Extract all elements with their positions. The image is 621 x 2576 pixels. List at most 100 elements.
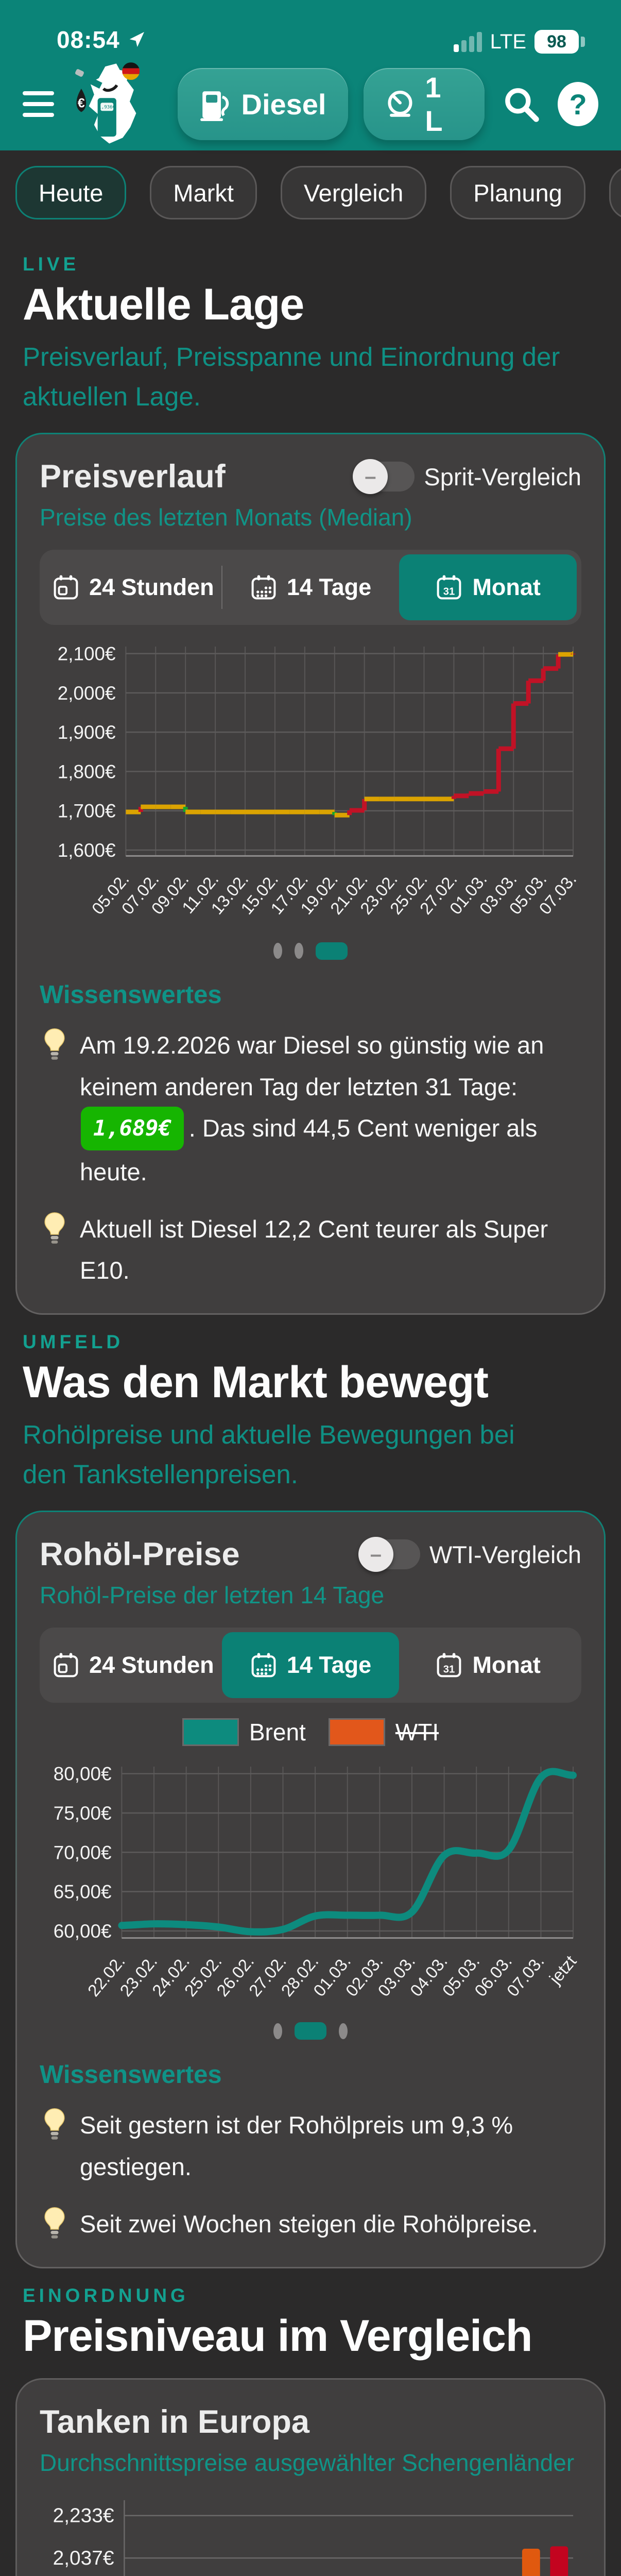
svg-text:1,900€: 1,900€ xyxy=(58,722,116,743)
search-button[interactable] xyxy=(500,81,543,127)
svg-text:1,600€: 1,600€ xyxy=(58,840,116,861)
card-title: Tanken in Europa xyxy=(40,2403,309,2440)
section-eyebrow: UMFELD xyxy=(23,1331,124,1353)
calendar-month-icon: 31 xyxy=(437,575,461,600)
app-header: 1,936€ € Diesel xyxy=(0,58,621,150)
section-umfeld-intro: UMFELD Was den Markt bewegt Rohölpreise … xyxy=(0,1320,621,1501)
fuel-pump-icon xyxy=(200,91,229,121)
card-title: Preisverlauf xyxy=(40,459,226,495)
legend-brent[interactable]: Brent xyxy=(182,1718,306,1747)
app-logo: 1,936€ € xyxy=(75,62,140,144)
segment-monat[interactable]: 31 Monat xyxy=(399,1632,577,1698)
section-live-intro: LIVE Aktuelle Lage Preisverlauf, Preissp… xyxy=(0,242,621,423)
location-arrow-icon xyxy=(129,32,144,47)
svg-text:2,037€: 2,037€ xyxy=(53,2547,114,2569)
menu-button[interactable] xyxy=(23,91,54,117)
svg-text:1,800€: 1,800€ xyxy=(58,761,116,782)
segment-24-stunden[interactable]: 24 Stunden xyxy=(44,1632,222,1698)
toggle-knob: – xyxy=(353,459,388,494)
page-dot[interactable] xyxy=(339,2023,348,2039)
section-eyebrow: EINORDNUNG xyxy=(23,2284,189,2306)
logo-german-flag xyxy=(122,62,140,80)
fact-item: Am 19.2.2026 war Diesel so günstig wie a… xyxy=(40,1025,581,1193)
page-dot[interactable] xyxy=(295,943,303,959)
svg-text:65,00€: 65,00€ xyxy=(54,1882,112,1903)
calendar-days-icon xyxy=(251,575,276,600)
section-title: Preisniveau im Vergleich xyxy=(23,2311,532,2361)
bulb-icon xyxy=(44,1212,65,1244)
segment-monat[interactable]: 31 Monat xyxy=(399,554,577,620)
svg-text:31: 31 xyxy=(443,586,455,598)
amount-button[interactable]: 1 L xyxy=(363,68,485,140)
tab-bar: Heute Markt Vergleich Planung Rückblick xyxy=(0,150,621,242)
tab-markt[interactable]: Markt xyxy=(150,166,257,219)
bulb-icon xyxy=(44,1028,65,1060)
price-history-card: Preisverlauf – Sprit-Vergleich Preise de… xyxy=(15,433,606,1315)
section-eyebrow: LIVE xyxy=(23,253,80,275)
fact-text: Aktuell ist Diesel 12,2 Cent teurer als … xyxy=(80,1215,548,1284)
clock: 08:54 xyxy=(57,26,120,53)
tab-heute[interactable]: Heute xyxy=(15,166,127,219)
tab-rueckblick[interactable]: Rückblick xyxy=(609,166,621,219)
svg-text:2,100€: 2,100€ xyxy=(58,643,116,665)
bulb-icon xyxy=(44,2207,65,2239)
calendar-days-icon xyxy=(251,1653,276,1677)
facts-title: Wissenswertes xyxy=(40,2061,222,2089)
segment-14-tage[interactable]: 14 Tage xyxy=(222,554,400,620)
toggle-label: Sprit-Vergleich xyxy=(424,463,581,490)
fact-text: Am 19.2.2026 war Diesel so günstig wie a… xyxy=(80,1031,544,1100)
page-dot[interactable] xyxy=(273,943,282,959)
svg-text:31: 31 xyxy=(443,1664,455,1675)
signal-strength-icon xyxy=(453,31,482,52)
svg-text:2,233€: 2,233€ xyxy=(53,2504,114,2527)
page-dot-active[interactable] xyxy=(295,2022,326,2040)
europe-price-bar-chart[interactable]: 1,237€1,437€1,637€1,837€2,037€2,233€Tsch… xyxy=(40,2490,581,2576)
svg-text:1,700€: 1,700€ xyxy=(58,801,116,822)
fact-item: Seit zwei Wochen steigen die Rohölpreise… xyxy=(40,2204,581,2245)
tab-vergleich[interactable]: Vergleich xyxy=(280,166,427,219)
segment-14-tage[interactable]: 14 Tage xyxy=(221,1632,400,1699)
page-dot[interactable] xyxy=(273,2023,282,2039)
wti-vergleich-toggle[interactable]: – WTI-Vergleich xyxy=(358,1537,581,1572)
card-title: Rohöl-Preise xyxy=(40,1536,240,1573)
fact-item: Aktuell ist Diesel 12,2 Cent teurer als … xyxy=(40,1209,581,1292)
chart-pagination[interactable] xyxy=(40,2022,581,2040)
calendar-day-icon xyxy=(54,575,78,600)
chart-legend: Brent WTI xyxy=(40,1718,581,1747)
segment-24-stunden[interactable]: 24 Stunden xyxy=(44,554,222,620)
svg-text:jetzt: jetzt xyxy=(545,1952,580,1988)
range-segmented-control: 24 Stunden 14 Tage 31 Monat xyxy=(40,1628,581,1703)
page-dot-active[interactable] xyxy=(316,942,348,960)
section-subtitle: Rohölpreise und aktuelle Bewegungen bei … xyxy=(23,1420,515,1489)
section-title: Was den Markt bewegt xyxy=(23,1358,489,1408)
battery-percent: 98 xyxy=(547,31,566,52)
svg-text:80,00€: 80,00€ xyxy=(54,1764,112,1785)
range-segmented-control: 24 Stunden 14 Tage 31 Mo xyxy=(40,550,581,625)
sprit-vergleich-toggle[interactable]: – Sprit-Vergleich xyxy=(353,459,581,494)
chart-pagination[interactable] xyxy=(40,942,581,960)
calendar-month-icon: 31 xyxy=(437,1653,461,1677)
toggle-track[interactable]: – xyxy=(358,1537,420,1572)
svg-text:1,936€: 1,936€ xyxy=(98,105,115,110)
legend-wti[interactable]: WTI xyxy=(328,1718,439,1747)
fact-text: . Das sind 44,5 Cent weniger als heute. xyxy=(80,1114,538,1185)
price-history-chart[interactable]: 1,600€1,700€1,800€1,900€2,000€2,100€05.0… xyxy=(40,638,581,936)
toggle-track[interactable]: – xyxy=(353,459,415,494)
card-subtitle: Rohöl-Preise der letzten 14 Tage xyxy=(40,1582,385,1609)
svg-text:60,00€: 60,00€ xyxy=(54,1921,112,1942)
search-icon xyxy=(505,88,539,122)
fuel-type-button[interactable]: Diesel xyxy=(177,68,348,140)
oil-price-chart[interactable]: 60,00€65,00€70,00€75,00€80,00€22.02.23.0… xyxy=(40,1759,581,2016)
toggle-knob: – xyxy=(358,1537,393,1572)
svg-text:75,00€: 75,00€ xyxy=(54,1803,112,1824)
fact-text: Seit zwei Wochen steigen die Rohölpreise… xyxy=(80,2210,539,2238)
fact-item: Seit gestern ist der Rohölpreis um 9,3 %… xyxy=(40,2105,581,2188)
svg-text:70,00€: 70,00€ xyxy=(54,1842,112,1863)
status-bar: 08:54 LTE 98 xyxy=(0,0,621,58)
tab-planung[interactable]: Planung xyxy=(450,166,585,219)
help-button[interactable]: ? xyxy=(558,82,598,126)
svg-text:07.03.: 07.03. xyxy=(503,1952,548,2000)
svg-text:€: € xyxy=(77,96,84,110)
fact-text: Seit gestern ist der Rohölpreis um 9,3 %… xyxy=(80,2111,513,2181)
card-subtitle: Durchschnittspreise ausgewählter Schenge… xyxy=(40,2449,575,2476)
